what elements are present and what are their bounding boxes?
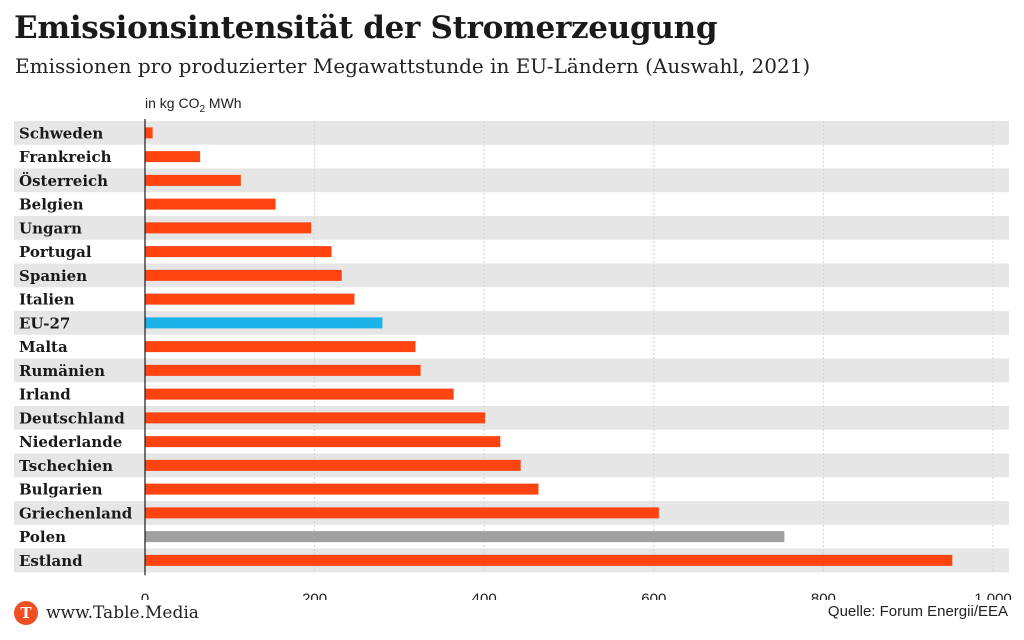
bar-polen — [145, 531, 785, 543]
row-band — [14, 263, 1009, 288]
category-label: Polen — [19, 528, 66, 546]
bar-niederlande — [145, 436, 501, 448]
unit-label-sub: 2 — [199, 104, 205, 115]
bar-deutschland — [145, 412, 486, 424]
category-label: Tschechien — [19, 457, 113, 475]
category-label: Estland — [19, 552, 83, 570]
bar-belgien — [145, 198, 276, 210]
bar-estland — [145, 554, 953, 566]
brand-url[interactable]: www.Table.Media — [46, 603, 199, 623]
bar-frankreich — [145, 151, 201, 163]
bar-rumänien — [145, 364, 421, 376]
row-bands — [14, 121, 1009, 573]
bar-italien — [145, 293, 355, 305]
bars — [145, 127, 953, 566]
bar-spanien — [145, 269, 342, 281]
bar-eu-27 — [145, 317, 383, 329]
row-band — [14, 121, 1009, 145]
bar-tschechien — [145, 459, 521, 471]
category-label: Belgien — [19, 196, 84, 214]
bar-österreich — [145, 174, 241, 186]
category-label: Deutschland — [19, 409, 125, 427]
row-band — [14, 168, 1009, 193]
category-label: Österreich — [19, 171, 108, 190]
bar-bulgarien — [145, 483, 539, 495]
x-tick-label: 200 — [302, 590, 327, 600]
row-band — [14, 358, 1009, 383]
category-label: Frankreich — [19, 148, 112, 166]
category-label: Portugal — [19, 243, 92, 261]
row-band — [14, 311, 1009, 335]
category-label: EU-27 — [19, 314, 70, 332]
bar-ungarn — [145, 222, 312, 234]
category-label: Niederlande — [19, 433, 122, 451]
bar-malta — [145, 341, 416, 353]
unit-label-prefix: in kg CO — [145, 95, 200, 111]
bar-irland — [145, 388, 454, 400]
table-media-logo-icon: T — [14, 601, 38, 625]
category-label: Ungarn — [19, 219, 82, 237]
brand-block: T www.Table.Media — [14, 601, 199, 625]
category-label: Malta — [19, 338, 68, 356]
x-tick-label: 1.000 — [974, 590, 1012, 600]
chart-title: Emissionsintensität der Stromerzeugung — [14, 10, 718, 46]
category-label: Spanien — [19, 267, 87, 285]
x-tick-label: 0 — [141, 590, 149, 600]
row-band — [14, 406, 1009, 430]
x-tick-label: 400 — [472, 590, 497, 600]
unit-label: in kg CO2 MWh — [145, 95, 242, 115]
x-tick-label: 600 — [641, 590, 666, 600]
category-label: Schweden — [19, 124, 103, 142]
category-label: Griechenland — [19, 504, 133, 522]
source-note: Quelle: Forum Energii/EEA — [827, 603, 1008, 620]
unit-label-suffix: MWh — [205, 95, 242, 111]
row-band — [14, 216, 1009, 240]
bar-griechenland — [145, 507, 659, 519]
bar-portugal — [145, 246, 332, 258]
chart-subtitle: Emissionen pro produzierter Megawattstun… — [15, 54, 811, 78]
x-tick-labels: 0 200 400 600 800 1.000 — [141, 590, 1012, 600]
category-label: Rumänien — [19, 362, 105, 380]
category-label: Irland — [19, 386, 71, 404]
category-labels: Schweden Frankreich Österreich Belgien Ungar… — [19, 124, 133, 570]
category-label: Italien — [19, 291, 75, 309]
bar-chart: in kg CO2 MWh Schweden Frankreich Österrei… — [14, 95, 1012, 600]
x-tick-label: 800 — [811, 590, 836, 600]
category-label: Bulgarien — [19, 481, 103, 499]
bar-schweden — [145, 127, 153, 139]
